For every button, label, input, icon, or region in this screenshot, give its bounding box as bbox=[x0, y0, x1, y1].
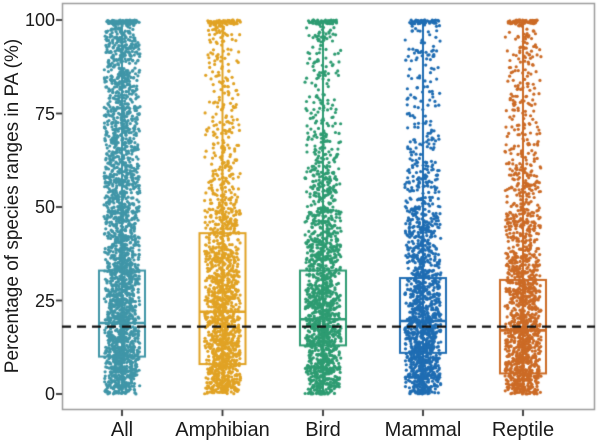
x-category-label: All bbox=[110, 419, 134, 441]
y-tick-label: 50 bbox=[34, 197, 55, 217]
x-category-label: Mammal bbox=[384, 419, 462, 441]
y-tick-label: 100 bbox=[24, 10, 55, 30]
y-tick-label: 75 bbox=[34, 103, 55, 124]
y-tick-label: 25 bbox=[34, 290, 55, 311]
x-category-label: Reptile bbox=[491, 419, 555, 441]
x-category-label: Bird bbox=[305, 419, 341, 441]
y-axis-title: Percentage of species ranges in PA (%) bbox=[2, 38, 23, 374]
x-category-label: Amphibian bbox=[175, 419, 270, 441]
y-tick-label: 0 bbox=[44, 384, 55, 404]
